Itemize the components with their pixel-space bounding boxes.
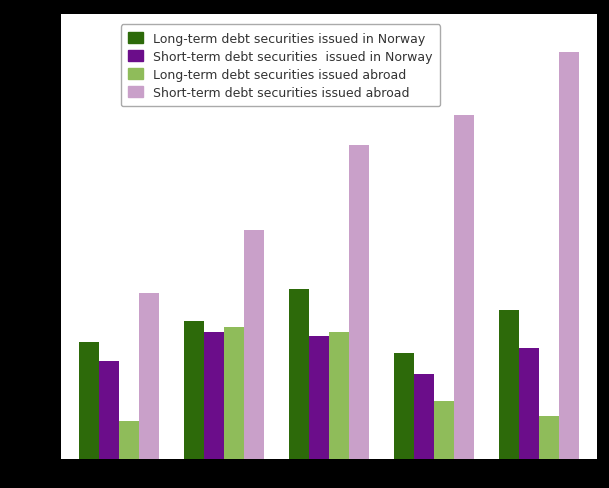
Bar bbox=[394, 353, 414, 459]
Bar bbox=[349, 146, 369, 459]
Bar bbox=[119, 421, 139, 459]
Bar bbox=[99, 362, 119, 459]
Bar bbox=[329, 332, 349, 459]
Bar bbox=[289, 289, 309, 459]
Bar bbox=[519, 349, 539, 459]
Bar bbox=[139, 294, 158, 459]
Legend: Long-term debt securities issued in Norway, Short-term debt securities  issued i: Long-term debt securities issued in Norw… bbox=[121, 25, 440, 107]
Bar bbox=[434, 402, 454, 459]
Bar bbox=[309, 336, 329, 459]
Bar bbox=[204, 332, 224, 459]
Bar bbox=[184, 321, 204, 459]
Bar bbox=[79, 343, 99, 459]
Bar bbox=[539, 416, 559, 459]
Bar bbox=[244, 230, 264, 459]
Bar bbox=[499, 311, 519, 459]
Bar bbox=[414, 374, 434, 459]
Bar bbox=[224, 327, 244, 459]
Bar bbox=[454, 116, 474, 459]
Bar bbox=[559, 53, 579, 459]
